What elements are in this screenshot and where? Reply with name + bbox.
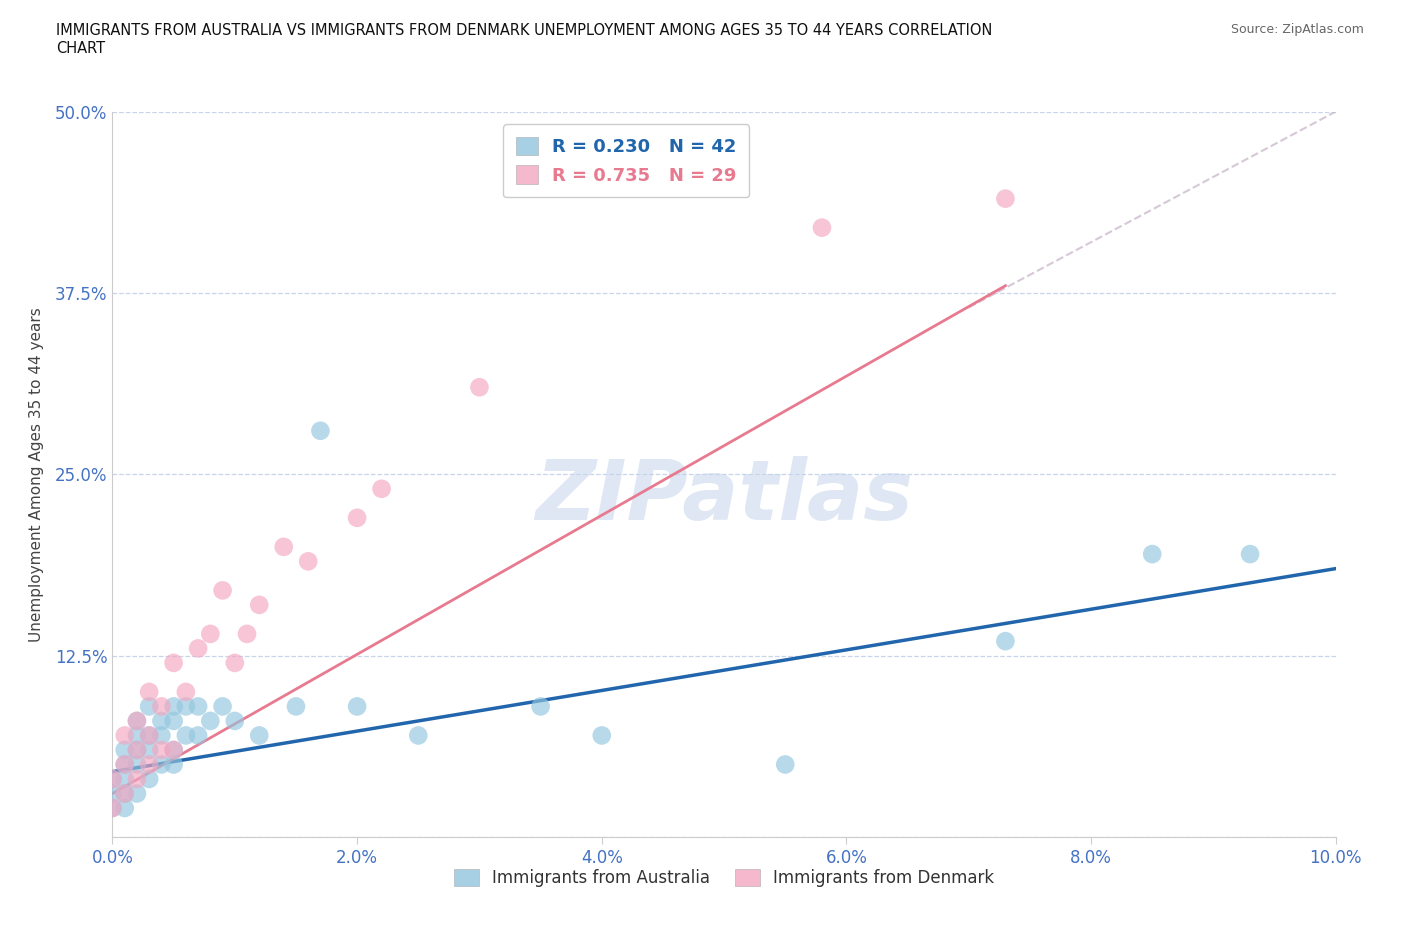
Point bbox=[114, 786, 136, 801]
Point bbox=[163, 713, 186, 728]
Point bbox=[211, 699, 233, 714]
Point bbox=[101, 772, 124, 787]
Point bbox=[187, 728, 209, 743]
Point bbox=[994, 633, 1017, 648]
Point bbox=[163, 699, 186, 714]
Point bbox=[150, 742, 173, 757]
Point bbox=[114, 801, 136, 816]
Point bbox=[174, 728, 197, 743]
Point bbox=[114, 742, 136, 757]
Legend: Immigrants from Australia, Immigrants from Denmark: Immigrants from Australia, Immigrants fr… bbox=[454, 869, 994, 886]
Point bbox=[150, 728, 173, 743]
Point bbox=[114, 772, 136, 787]
Point bbox=[273, 539, 295, 554]
Point bbox=[114, 757, 136, 772]
Point bbox=[200, 713, 222, 728]
Point bbox=[114, 757, 136, 772]
Point bbox=[408, 728, 430, 743]
Point bbox=[174, 684, 197, 699]
Point bbox=[150, 713, 173, 728]
Point bbox=[101, 801, 124, 816]
Point bbox=[224, 656, 246, 671]
Point bbox=[468, 379, 491, 394]
Point bbox=[138, 728, 160, 743]
Point bbox=[150, 757, 173, 772]
Point bbox=[125, 786, 148, 801]
Point bbox=[101, 801, 124, 816]
Point bbox=[138, 772, 160, 787]
Point bbox=[163, 742, 186, 757]
Point bbox=[101, 786, 124, 801]
Point bbox=[370, 482, 392, 497]
Point bbox=[150, 699, 173, 714]
Point bbox=[125, 713, 148, 728]
Point bbox=[187, 641, 209, 656]
Point bbox=[994, 192, 1017, 206]
Point bbox=[309, 423, 332, 438]
Point bbox=[125, 742, 148, 757]
Point bbox=[346, 699, 368, 714]
Point bbox=[1239, 547, 1261, 562]
Point bbox=[114, 786, 136, 801]
Point bbox=[284, 699, 308, 714]
Point bbox=[138, 684, 160, 699]
Point bbox=[211, 583, 233, 598]
Point bbox=[101, 772, 124, 787]
Point bbox=[125, 728, 148, 743]
Point bbox=[200, 627, 222, 642]
Point bbox=[591, 728, 613, 743]
Point bbox=[811, 220, 834, 235]
Point bbox=[224, 713, 246, 728]
Point bbox=[138, 728, 160, 743]
Point bbox=[775, 757, 797, 772]
Point bbox=[163, 757, 186, 772]
Point bbox=[125, 757, 148, 772]
Y-axis label: Unemployment Among Ages 35 to 44 years: Unemployment Among Ages 35 to 44 years bbox=[30, 307, 44, 642]
Text: ZIPatlas: ZIPatlas bbox=[536, 456, 912, 537]
Point bbox=[138, 742, 160, 757]
Point bbox=[163, 656, 186, 671]
Point bbox=[247, 597, 270, 612]
Point bbox=[530, 699, 553, 714]
Point bbox=[236, 627, 259, 642]
Point bbox=[138, 699, 160, 714]
Text: IMMIGRANTS FROM AUSTRALIA VS IMMIGRANTS FROM DENMARK UNEMPLOYMENT AMONG AGES 35 : IMMIGRANTS FROM AUSTRALIA VS IMMIGRANTS … bbox=[56, 23, 993, 56]
Point bbox=[1142, 547, 1164, 562]
Point bbox=[346, 511, 368, 525]
Point bbox=[297, 554, 319, 569]
Point bbox=[138, 757, 160, 772]
Point bbox=[247, 728, 270, 743]
Point bbox=[114, 728, 136, 743]
Text: Source: ZipAtlas.com: Source: ZipAtlas.com bbox=[1230, 23, 1364, 36]
Point bbox=[125, 772, 148, 787]
Point bbox=[187, 699, 209, 714]
Point bbox=[125, 713, 148, 728]
Point bbox=[174, 699, 197, 714]
Point bbox=[163, 742, 186, 757]
Point bbox=[125, 742, 148, 757]
